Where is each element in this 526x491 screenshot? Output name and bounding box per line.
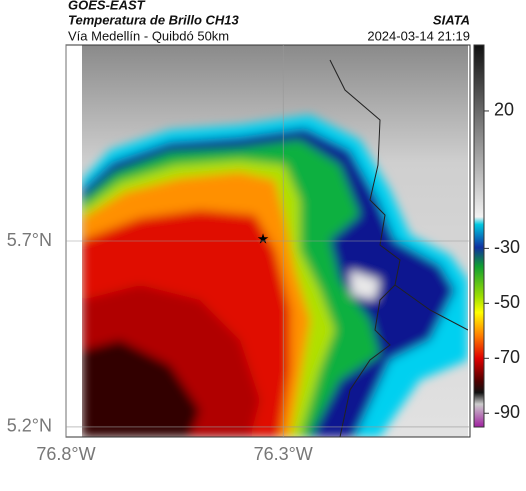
colorbar <box>473 44 485 428</box>
timestamp: 2024-03-14 21:19 <box>367 28 470 43</box>
x-tick-label: 76.3°W <box>254 444 313 464</box>
colorbar-tick-label: -50 <box>494 292 520 312</box>
source: SIATA <box>433 12 470 27</box>
subtitle: Temperatura de Brillo CH13 <box>68 12 240 27</box>
x-tick-label: 76.8°W <box>36 444 95 464</box>
title: GOES-EAST <box>68 0 146 12</box>
y-tick-label: 5.2°N <box>7 416 52 436</box>
svg-text:★: ★ <box>257 231 270 247</box>
caption: Vía Medellín - Quibdó 50km <box>68 28 229 43</box>
colorbar-tick-label: 20 <box>494 100 514 120</box>
colorbar-tick-label: -30 <box>494 237 520 257</box>
satellite-image: ★ <box>82 45 468 437</box>
colorbar-tick-label: -90 <box>494 402 520 422</box>
colorbar-tick-label: -70 <box>494 347 520 367</box>
y-tick-label: 5.7°N <box>7 230 52 250</box>
